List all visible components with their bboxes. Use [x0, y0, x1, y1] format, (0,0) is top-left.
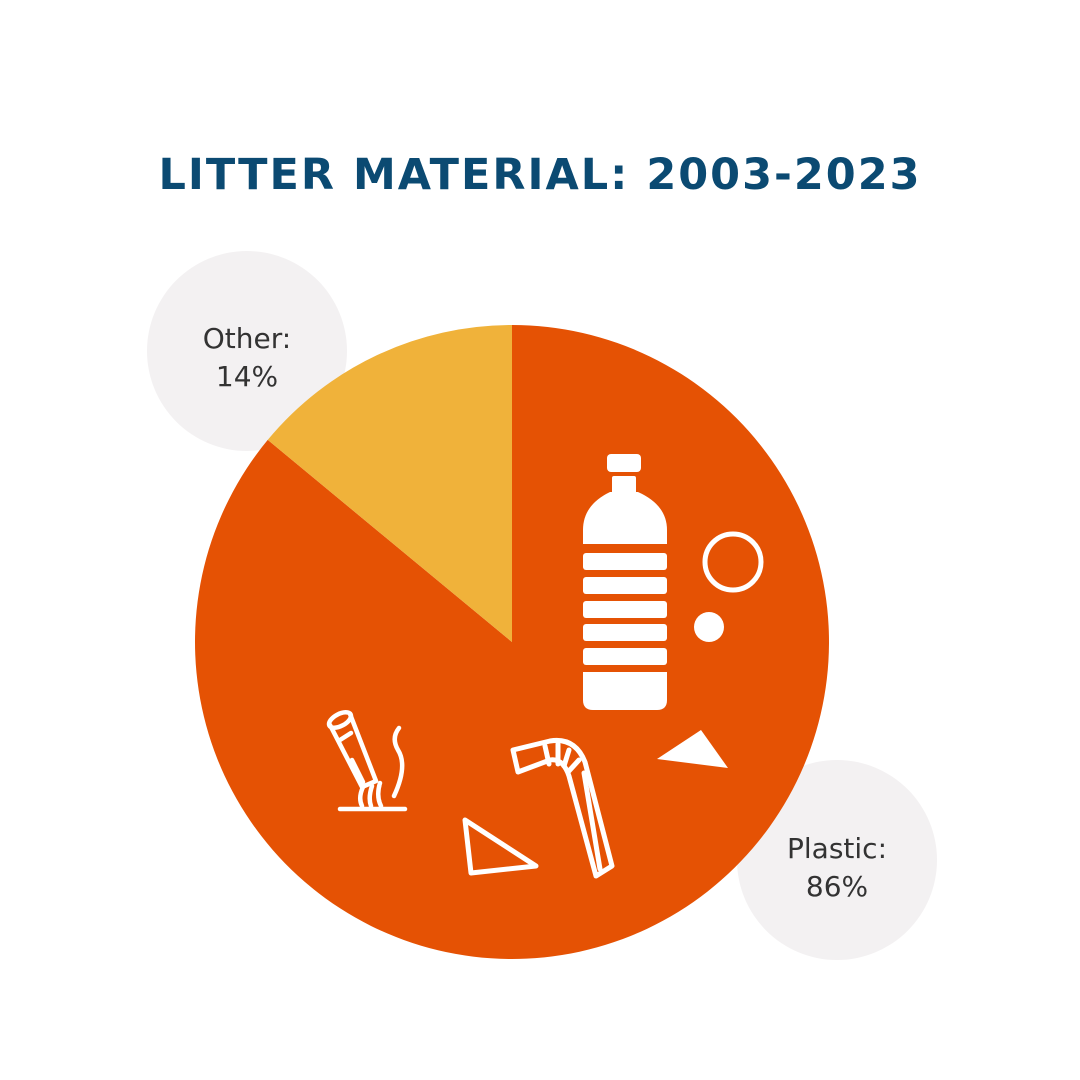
cigarette-butt-icon [326, 710, 408, 812]
pie-slice-other [267, 325, 512, 642]
other-label-name: Other: [203, 322, 291, 355]
label-bubbles [147, 251, 937, 960]
plastic-bottle-icon [583, 454, 667, 710]
page-title: LITTER MATERIAL: 2003-2023 [158, 150, 922, 200]
slice-labels: Plastic: 86% Other: 14% [203, 322, 887, 903]
plastic-label-value: 86% [806, 870, 868, 903]
other-label-bubble [147, 251, 347, 451]
other-label-value: 14% [216, 360, 278, 393]
litter-icons [326, 454, 764, 879]
bottle-cap-ring-icon [694, 531, 764, 642]
pie-slices [195, 325, 829, 959]
plastic-fragment-icon [462, 730, 728, 876]
plastic-label-name: Plastic: [787, 832, 887, 865]
plastic-label-bubble [737, 760, 937, 960]
drinking-straw-icon [510, 737, 615, 879]
